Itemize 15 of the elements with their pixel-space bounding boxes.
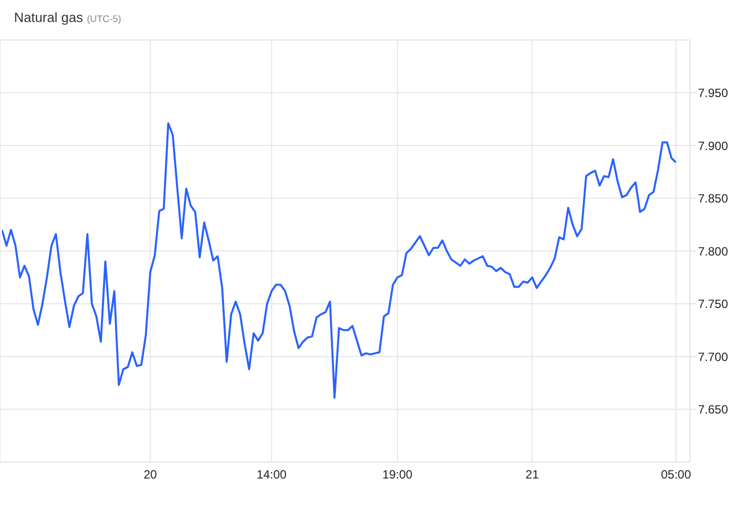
y-tick-label: 7.700 [698, 350, 728, 364]
y-tick-label: 7.950 [698, 86, 728, 100]
x-tick-label: 21 [526, 468, 540, 482]
y-tick-label: 7.850 [698, 192, 728, 206]
y-tick-label: 7.800 [698, 244, 728, 258]
x-tick-label: 05:00 [660, 468, 692, 482]
chart-subtitle: (UTC-5) [86, 14, 122, 25]
y-tick-label: 7.900 [698, 138, 728, 153]
x-tick-label: 14:00 [256, 468, 287, 482]
line-series [2, 122, 676, 399]
chart-title: Natural gas [14, 10, 84, 25]
x-tick-label: 20 [144, 468, 158, 482]
x-tick-label: 19:00 [382, 468, 413, 482]
y-tick-label: 7.750 [698, 297, 728, 312]
y-tick-label: 7.650 [698, 402, 728, 417]
